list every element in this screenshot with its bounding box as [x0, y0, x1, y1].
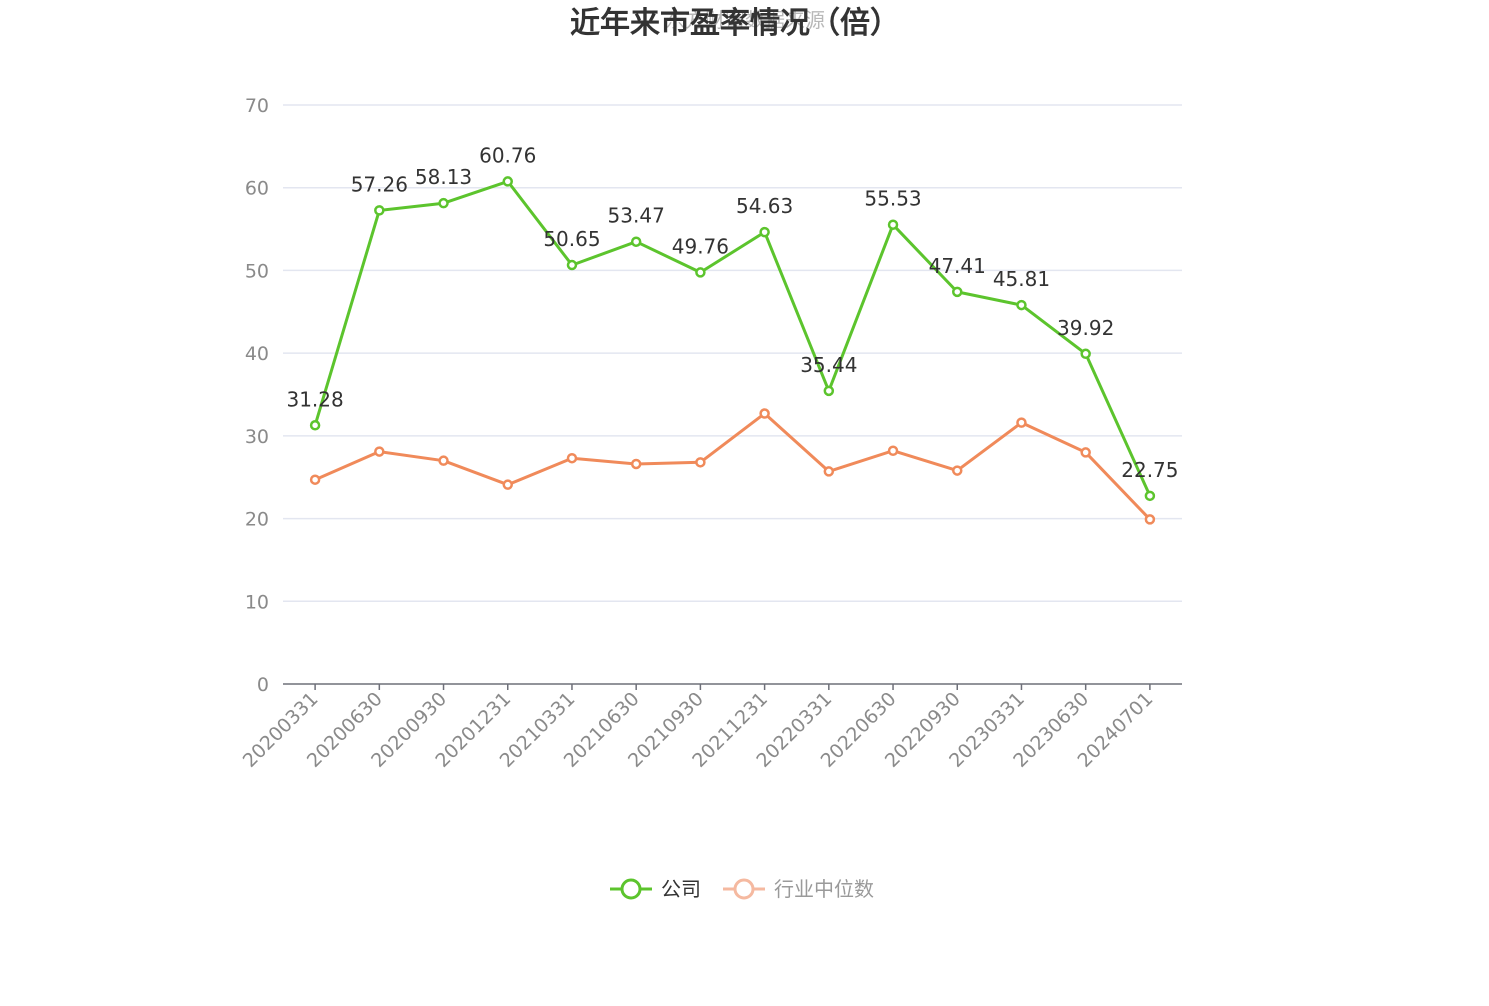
legend-marker [733, 878, 755, 900]
series-line-0 [313, 179, 1152, 497]
legend-label: 行业中位数 [774, 877, 874, 901]
data-point[interactable] [823, 466, 835, 477]
y-tick-label: 10 [245, 591, 269, 613]
data-point[interactable] [759, 408, 770, 419]
data-label: 60.76 [479, 143, 536, 167]
data-point[interactable] [695, 457, 706, 468]
data-point[interactable] [759, 226, 770, 238]
legend-label: 公司 [661, 877, 701, 901]
chart-title: 近年来市盈率情况（倍） [570, 6, 900, 41]
data-labels: 31.28 57.26 58.13 60.76 50.65 53.47 49.76 54.63… [286, 143, 1178, 481]
grid-lines [283, 104, 1182, 603]
y-tick-label: 40 [245, 343, 269, 365]
legend-item-1[interactable]: 行业中位数 [723, 877, 874, 901]
data-label: 58.13 [415, 165, 472, 189]
y-tick-label: 60 [245, 178, 269, 200]
data-label: 35.44 [800, 353, 857, 377]
data-point[interactable] [438, 455, 449, 466]
series-line-1 [314, 412, 1151, 521]
data-point[interactable] [823, 385, 835, 397]
data-label: 47.41 [929, 254, 986, 278]
data-point[interactable] [502, 479, 513, 490]
data-point[interactable] [309, 420, 321, 431]
data-point[interactable] [374, 205, 385, 216]
legend[interactable]: 公司 行业中位数 [610, 877, 874, 901]
legend-marker [620, 878, 642, 900]
axes: 0102030405060702020033120200630202009302… [239, 95, 1182, 772]
data-point[interactable] [1080, 348, 1091, 360]
data-point[interactable] [502, 176, 513, 187]
data-label: 57.26 [351, 172, 408, 196]
data-label: 31.28 [286, 387, 343, 411]
data-point[interactable] [374, 446, 385, 457]
data-label: 39.92 [1057, 316, 1114, 340]
data-point[interactable] [1016, 299, 1027, 311]
data-label: 50.65 [543, 227, 600, 251]
y-tick-label: 30 [245, 426, 269, 448]
data-point[interactable] [630, 458, 642, 470]
y-tick-label: 0 [257, 674, 269, 696]
legend-item-0[interactable]: 公司 [610, 877, 701, 901]
data-label: 55.53 [864, 187, 921, 211]
data-point[interactable] [1144, 514, 1156, 525]
data-point[interactable] [952, 286, 963, 298]
data-point[interactable] [438, 197, 449, 209]
data-label: 53.47 [608, 204, 665, 228]
data-point[interactable] [1144, 490, 1156, 502]
data-label: 49.76 [672, 234, 729, 258]
data-point[interactable] [566, 259, 578, 271]
data-point[interactable] [952, 465, 963, 476]
series-layer [309, 176, 1156, 525]
data-label: 54.63 [736, 194, 793, 218]
data-point[interactable] [695, 267, 706, 278]
data-point[interactable] [887, 445, 899, 456]
data-point[interactable] [630, 236, 642, 247]
data-point[interactable] [309, 474, 321, 485]
data-label: 22.75 [1121, 458, 1178, 482]
data-point[interactable] [1016, 417, 1027, 428]
data-label: 45.81 [993, 267, 1050, 291]
y-tick-label: 70 [245, 95, 269, 117]
data-point[interactable] [887, 219, 899, 230]
chart-watermark: 东方财富数据来源 [665, 8, 825, 32]
data-point[interactable] [1080, 447, 1091, 458]
y-tick-label: 20 [245, 509, 269, 531]
y-tick-label: 50 [245, 260, 269, 282]
data-point[interactable] [566, 452, 578, 464]
